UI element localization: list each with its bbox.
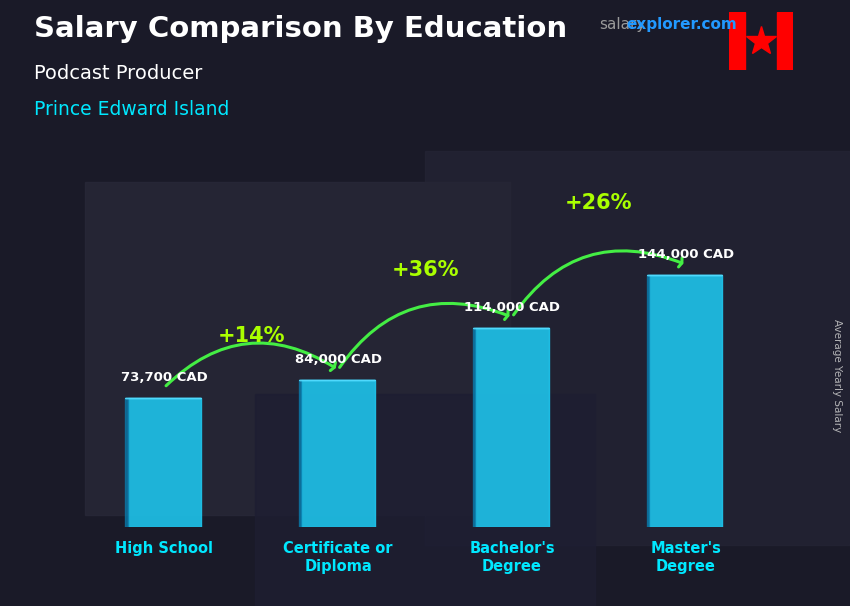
Text: +36%: +36% bbox=[391, 260, 459, 280]
Text: Podcast Producer: Podcast Producer bbox=[34, 64, 202, 82]
Text: +14%: +14% bbox=[218, 327, 285, 347]
Bar bbox=[85, 182, 510, 515]
Polygon shape bbox=[125, 398, 127, 527]
Text: 144,000 CAD: 144,000 CAD bbox=[638, 248, 734, 261]
Text: 84,000 CAD: 84,000 CAD bbox=[294, 353, 382, 366]
Text: Salary Comparison By Education: Salary Comparison By Education bbox=[34, 15, 567, 43]
Polygon shape bbox=[647, 275, 649, 527]
Polygon shape bbox=[649, 275, 722, 527]
Text: salary: salary bbox=[599, 17, 646, 32]
Polygon shape bbox=[475, 328, 548, 527]
Bar bbox=[425, 152, 850, 545]
Polygon shape bbox=[302, 380, 375, 527]
Text: +26%: +26% bbox=[565, 193, 632, 213]
Text: 114,000 CAD: 114,000 CAD bbox=[464, 301, 560, 314]
Polygon shape bbox=[473, 328, 475, 527]
Bar bbox=[255, 394, 595, 606]
Bar bbox=[777, 12, 793, 70]
Polygon shape bbox=[299, 380, 302, 527]
Text: explorer.com: explorer.com bbox=[626, 17, 737, 32]
Bar bbox=[729, 12, 745, 70]
Text: Average Yearly Salary: Average Yearly Salary bbox=[832, 319, 842, 432]
Text: Prince Edward Island: Prince Edward Island bbox=[34, 100, 230, 119]
Polygon shape bbox=[128, 398, 201, 527]
Text: 73,700 CAD: 73,700 CAD bbox=[121, 371, 207, 384]
